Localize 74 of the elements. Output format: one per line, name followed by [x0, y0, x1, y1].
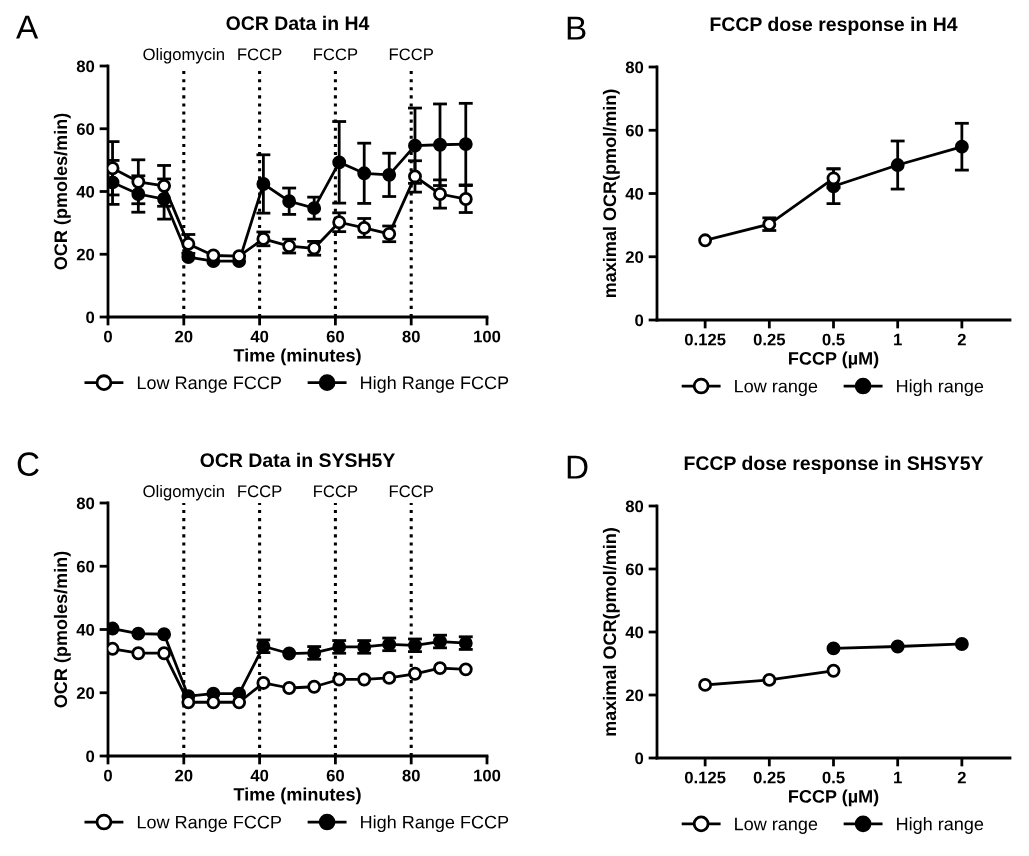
- ref-line-label: FCCP: [314, 485, 358, 498]
- x-tick-label: 0.125: [684, 771, 726, 784]
- y-axis-title: maximal OCR(pmol/min): [602, 528, 620, 736]
- y-tick-label: 0: [86, 311, 95, 324]
- ref-line-label: FCCP: [389, 485, 434, 498]
- text: B: [567, 16, 586, 40]
- y-tick-label: 40: [625, 187, 644, 200]
- x-tick-label: 20: [175, 769, 193, 782]
- y-tick-label: 20: [76, 248, 95, 261]
- x-tick-label: 0.5: [822, 771, 845, 784]
- ref-line-label: FCCP: [238, 485, 282, 498]
- x-tick-label: 0: [104, 769, 112, 782]
- chart-title: FCCP dose response in SHSY5Y: [684, 455, 984, 474]
- ref-line-label: FCCP: [389, 48, 434, 61]
- x-tick-label: 2: [957, 771, 966, 784]
- x-axis-title: FCCP (µM): [789, 789, 879, 807]
- x-tick-label: 0.125: [684, 333, 726, 346]
- x-tick-label: 1: [894, 771, 902, 784]
- x-axis-title: Time (minutes): [233, 348, 361, 366]
- x-tick-label: 40: [250, 769, 269, 782]
- legend-label: Low Range FCCP: [137, 815, 282, 833]
- x-tick-label: 1: [894, 333, 902, 346]
- ref-line-label: FCCP: [314, 48, 358, 61]
- y-tick-label: 0: [635, 314, 644, 327]
- x-tick-label: 2: [957, 333, 966, 346]
- legend-label: Low range: [735, 817, 818, 834]
- y-tick-label: 80: [76, 60, 95, 73]
- y-tick-label: 20: [76, 687, 95, 699]
- legend-label: Low Range FCCP: [137, 376, 282, 393]
- legend-label: High range: [897, 379, 984, 397]
- y-tick-label: 20: [625, 251, 644, 263]
- x-tick-label: 0.25: [753, 771, 786, 784]
- text: A: [16, 15, 39, 39]
- x-tick-label: 100: [474, 330, 501, 343]
- y-tick-label: 60: [625, 563, 644, 576]
- y-tick-label: 40: [76, 185, 95, 198]
- y-tick-label: 60: [76, 560, 95, 573]
- ref-line-label: Oligomycin: [143, 484, 224, 501]
- y-axis-title: OCR (pmoles/min): [53, 551, 71, 708]
- x-tick-label: 80: [402, 330, 420, 343]
- text: C: [17, 452, 39, 476]
- y-tick-label: 80: [76, 497, 95, 510]
- y-tick-label: 0: [635, 752, 644, 765]
- x-axis-title: FCCP (µM): [789, 351, 879, 369]
- ref-line-label: FCCP: [238, 48, 282, 61]
- x-tick-label: 20: [175, 330, 193, 343]
- y-axis-title: maximal OCR(pmol/min): [602, 89, 620, 298]
- legend-label: High Range FCCP: [361, 375, 509, 393]
- legend-label: High Range FCCP: [361, 815, 509, 833]
- x-tick-label: 60: [326, 330, 344, 343]
- x-tick-label: 0.25: [753, 333, 786, 346]
- x-axis-title: Time (minutes): [233, 787, 361, 805]
- x-tick-label: 100: [474, 769, 501, 782]
- y-tick-label: 40: [625, 626, 644, 639]
- x-tick-label: 0: [104, 330, 112, 343]
- chart-title: FCCP dose response in H4: [710, 16, 958, 35]
- x-tick-label: 40: [250, 330, 269, 343]
- x-tick-label: 60: [326, 769, 344, 782]
- y-axis-title: OCR (pmoles/min): [53, 113, 71, 270]
- y-tick-label: 20: [625, 689, 644, 702]
- y-tick-label: 60: [76, 123, 95, 135]
- legend-label: Low range: [735, 379, 818, 397]
- text: D: [567, 455, 588, 479]
- chart-title: OCR Data in H4: [226, 15, 370, 31]
- y-tick-label: 80: [625, 61, 644, 74]
- x-tick-label: 0.5: [822, 333, 845, 346]
- y-tick-label: 60: [625, 124, 644, 137]
- y-tick-label: 40: [76, 623, 95, 636]
- x-tick-label: 80: [402, 769, 420, 782]
- y-tick-label: 80: [625, 500, 644, 513]
- chart-title: OCR Data in SYSH5Y: [200, 452, 395, 468]
- legend-label: High range: [897, 817, 984, 834]
- y-tick-label: 0: [86, 750, 95, 763]
- ref-line-label: Oligomycin: [143, 47, 224, 64]
